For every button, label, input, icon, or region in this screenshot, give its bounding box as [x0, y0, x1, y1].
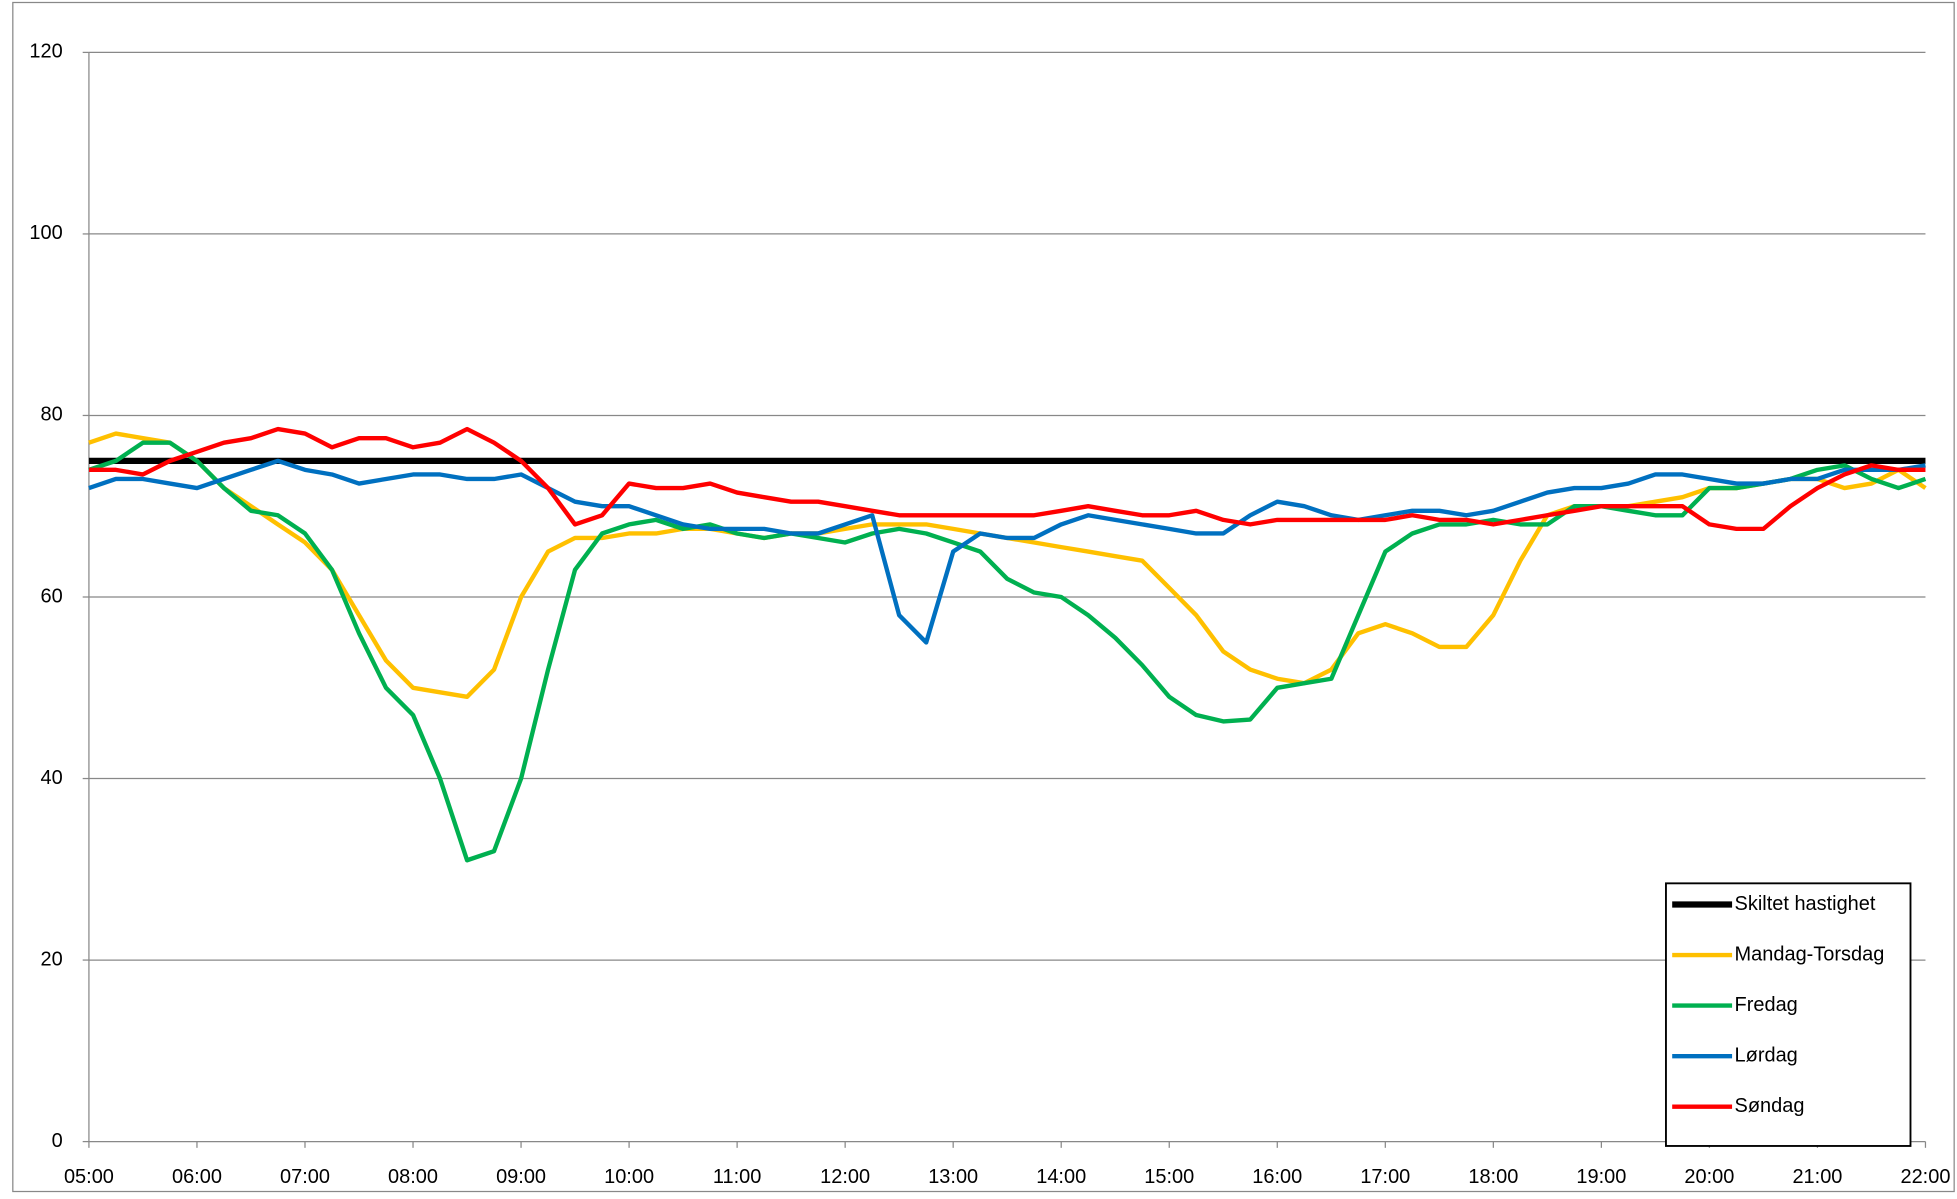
x-tick-label: 13:00: [928, 1166, 978, 1188]
x-tick-label: 12:00: [820, 1166, 870, 1188]
x-tick-label: 16:00: [1252, 1166, 1302, 1188]
x-tick-label: 06:00: [172, 1166, 222, 1188]
x-tick-label: 10:00: [604, 1166, 654, 1188]
legend-box: [1665, 882, 1912, 1147]
x-tick-label: 18:00: [1468, 1166, 1518, 1188]
y-tick-label: 60: [41, 585, 63, 607]
x-tick-label: 19:00: [1576, 1166, 1626, 1188]
x-tick-label: 14:00: [1036, 1166, 1086, 1188]
x-tick-label: 11:00: [713, 1166, 761, 1188]
x-tick-label: 22:00: [1900, 1166, 1950, 1188]
x-tick-label: 20:00: [1684, 1166, 1734, 1188]
y-tick-label: 120: [29, 41, 62, 63]
legend-label: Skiltet hastighet: [1735, 893, 1876, 915]
x-tick-label: 08:00: [388, 1166, 438, 1188]
y-tick-label: 20: [41, 948, 63, 970]
series-line: [88, 426, 1926, 532]
y-tick-label: 0: [52, 1130, 63, 1152]
legend-label: Lørdag: [1735, 1044, 1798, 1066]
y-tick-label: 40: [41, 767, 63, 789]
x-tick-label: 05:00: [64, 1166, 114, 1188]
y-tick-label: 80: [41, 404, 63, 426]
legend-label: Fredag: [1735, 994, 1798, 1016]
legend-label: Mandag-Torsdag: [1735, 943, 1885, 965]
y-tick-label: 100: [29, 222, 62, 244]
series-line: [88, 458, 1926, 645]
legend-label: Søndag: [1735, 1095, 1805, 1117]
x-tick-label: 07:00: [280, 1166, 330, 1188]
x-tick-label: 21:00: [1792, 1166, 1842, 1188]
x-tick-label: 17:00: [1360, 1166, 1410, 1188]
series-line: [88, 440, 1927, 863]
x-tick-label: 15:00: [1144, 1166, 1194, 1188]
x-tick-label: 09:00: [496, 1166, 546, 1188]
